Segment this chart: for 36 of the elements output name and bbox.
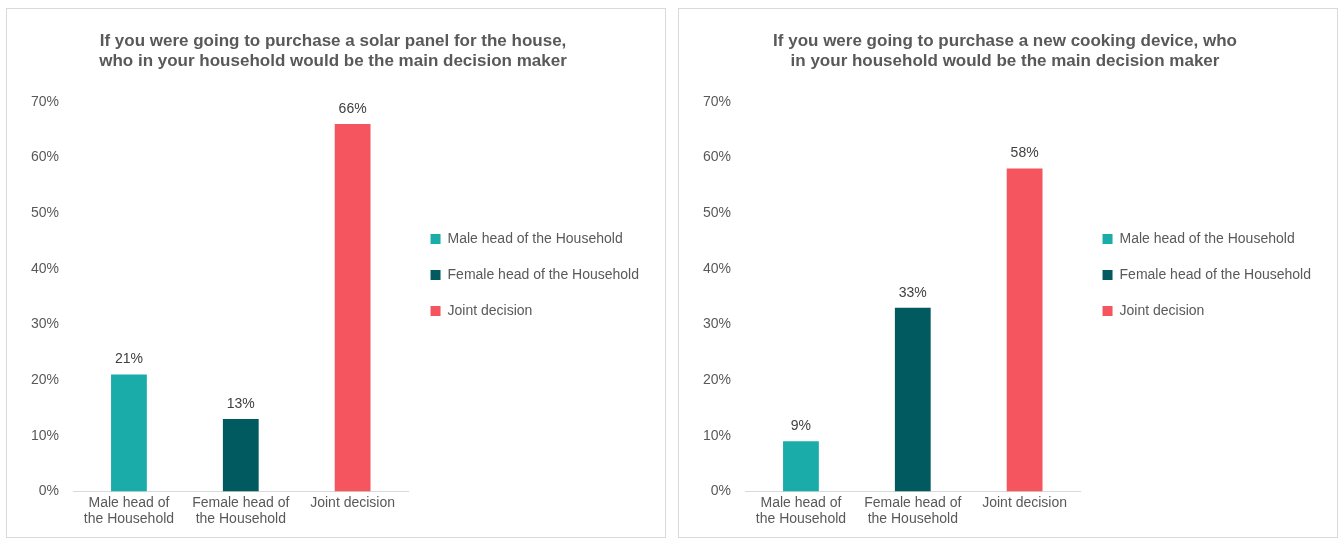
- y-tick-label: 30%: [30, 315, 60, 332]
- x-tick-label: Joint decision: [310, 493, 396, 510]
- legend-label: Female head of the Household: [1119, 265, 1312, 282]
- x-tick-label: Female head of the Household: [192, 493, 290, 527]
- data-label: 66%: [338, 99, 367, 116]
- x-tick-label: Male head of the Household: [755, 493, 847, 527]
- x-tick-label: Female head of the Household: [864, 493, 962, 527]
- legend-label: Male head of the Household: [1119, 229, 1295, 246]
- y-tick-label: 20%: [30, 370, 60, 387]
- y-tick-label: 50%: [702, 203, 732, 220]
- y-tick-label: 0%: [710, 482, 732, 499]
- y-tick-label: 40%: [30, 259, 60, 276]
- x-tick-label: Male head of the Household: [83, 493, 175, 527]
- y-tick-label: 20%: [702, 370, 732, 387]
- y-tick-label: 60%: [30, 148, 60, 165]
- chart-title: If you were going to purchase a new cooking device, who in your household would be the main decision maker: [773, 30, 1237, 71]
- y-tick-label: 40%: [702, 259, 732, 276]
- y-tick-label: 60%: [702, 148, 732, 165]
- data-label: 21%: [114, 350, 143, 367]
- data-label: 33%: [898, 283, 927, 300]
- legend-label: Female head of the Household: [447, 265, 640, 282]
- x-tick-label: Joint decision: [982, 493, 1068, 510]
- y-tick-label: 70%: [30, 92, 60, 109]
- data-label: 13%: [226, 394, 255, 411]
- y-tick-label: 70%: [702, 92, 732, 109]
- legend-label: Male head of the Household: [447, 229, 623, 246]
- chart-title: If you were going to purchase a solar panel for the house, who in your household would be the main decision maker: [98, 30, 568, 71]
- y-tick-label: 0%: [38, 482, 60, 499]
- y-tick-label: 10%: [702, 426, 732, 443]
- legend-label: Joint decision: [1119, 301, 1205, 318]
- data-label: 9%: [790, 417, 812, 434]
- legend-label: Joint decision: [447, 301, 533, 318]
- y-tick-label: 50%: [30, 203, 60, 220]
- data-label: 58%: [1010, 144, 1039, 161]
- y-tick-label: 30%: [702, 315, 732, 332]
- y-tick-label: 10%: [30, 426, 60, 443]
